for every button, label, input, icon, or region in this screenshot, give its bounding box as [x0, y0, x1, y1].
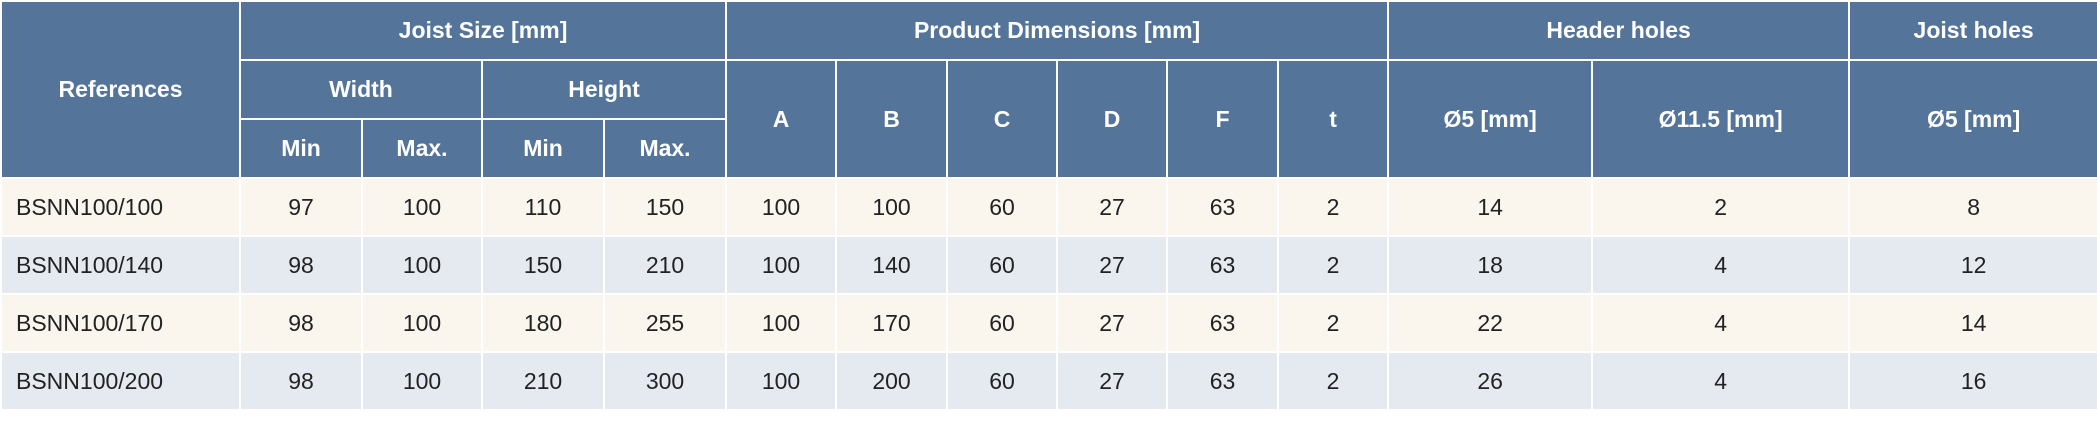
table-row: BSNN100/170 98 100 180 255 100 170 60 27 63 2 22 4 14 [0, 293, 2097, 353]
value-cell: 2 [1277, 177, 1390, 237]
value-cell: 27 [1056, 293, 1169, 353]
value-cell: 2 [1277, 293, 1390, 353]
value-cell: 100 [361, 235, 483, 295]
value-cell: 63 [1166, 351, 1280, 411]
value-cell: 200 [835, 351, 949, 411]
value-cell: 4 [1591, 293, 1851, 353]
header-cell: Joist holes [1848, 0, 2097, 61]
header-cell: Ø11.5 [mm] [1591, 59, 1851, 179]
value-cell: 60 [946, 177, 1059, 237]
value-cell: 60 [946, 293, 1059, 353]
value-cell: 60 [946, 235, 1059, 295]
header-cell: Joist Size [mm] [238, 0, 728, 61]
header-cell: Header holes [1387, 0, 1851, 61]
header-cell: Height [480, 59, 728, 120]
table-row: BSNN100/140 98 100 150 210 100 140 60 27 63 2 18 4 12 [0, 235, 2097, 295]
value-cell: 100 [361, 293, 483, 353]
header-cell: Min [239, 118, 363, 179]
value-cell: 100 [361, 351, 483, 411]
value-cell: 2 [1277, 235, 1390, 295]
value-cell: 12 [1848, 235, 2097, 295]
reference-cell: BSNN100/170 [0, 293, 241, 353]
value-cell: 100 [361, 177, 483, 237]
value-cell: 27 [1056, 177, 1169, 237]
value-cell: 60 [946, 351, 1059, 411]
value-cell: 150 [602, 177, 728, 237]
value-cell: 210 [481, 351, 605, 411]
value-cell: 22 [1387, 293, 1594, 353]
reference-cell: BSNN100/200 [0, 351, 241, 411]
value-cell: 63 [1166, 177, 1280, 237]
value-cell: 14 [1387, 177, 1594, 237]
value-cell: 16 [1848, 351, 2097, 411]
value-cell: 140 [835, 235, 949, 295]
table-body: BSNN100/100 97 100 110 150 100 100 60 27 63 2 14 2 8 B… [0, 177, 2097, 411]
header-cell: Product Dimensions [mm] [725, 0, 1390, 61]
value-cell: 100 [725, 235, 838, 295]
value-cell: 18 [1387, 235, 1594, 295]
header-cell: C [946, 59, 1059, 179]
value-cell: 98 [239, 351, 363, 411]
header-cell: F [1166, 59, 1280, 179]
table-row: BSNN100/100 97 100 110 150 100 100 60 27 63 2 14 2 8 [0, 177, 2097, 237]
value-cell: 100 [725, 351, 838, 411]
table-header: References Joist Size [mm] Product Dimen… [0, 0, 2097, 179]
header-cell: A [725, 59, 838, 179]
header-cell: Ø5 [mm] [1387, 59, 1594, 179]
value-cell: 27 [1056, 351, 1169, 411]
value-cell: 2 [1277, 351, 1390, 411]
header-cell: References [0, 0, 241, 179]
value-cell: 97 [239, 177, 363, 237]
value-cell: 8 [1848, 177, 2097, 237]
value-cell: 150 [481, 235, 605, 295]
value-cell: 100 [725, 293, 838, 353]
reference-cell: BSNN100/100 [0, 177, 241, 237]
value-cell: 26 [1387, 351, 1594, 411]
value-cell: 63 [1166, 235, 1280, 295]
value-cell: 100 [725, 177, 838, 237]
value-cell: 210 [602, 235, 728, 295]
value-cell: 170 [835, 293, 949, 353]
value-cell: 63 [1166, 293, 1280, 353]
value-cell: 180 [481, 293, 605, 353]
header-cell: Width [239, 59, 483, 120]
table-row: BSNN100/200 98 100 210 300 100 200 60 27 63 2 26 4 16 [0, 351, 2097, 411]
header-cell: t [1277, 59, 1390, 179]
value-cell: 98 [239, 293, 363, 353]
header-cell: B [835, 59, 949, 179]
header-cell: Max. [361, 118, 483, 179]
value-cell: 98 [239, 235, 363, 295]
value-cell: 255 [602, 293, 728, 353]
spec-table: References Joist Size [mm] Product Dimen… [0, 0, 2097, 411]
value-cell: 2 [1591, 177, 1851, 237]
header-cell: D [1056, 59, 1169, 179]
header-cell: Min [481, 118, 605, 179]
value-cell: 4 [1591, 351, 1851, 411]
header-cell: Max. [602, 118, 728, 179]
value-cell: 300 [602, 351, 728, 411]
value-cell: 110 [481, 177, 605, 237]
value-cell: 4 [1591, 235, 1851, 295]
reference-cell: BSNN100/140 [0, 235, 241, 295]
value-cell: 14 [1848, 293, 2097, 353]
value-cell: 100 [835, 177, 949, 237]
value-cell: 27 [1056, 235, 1169, 295]
header-cell: Ø5 [mm] [1848, 59, 2097, 179]
